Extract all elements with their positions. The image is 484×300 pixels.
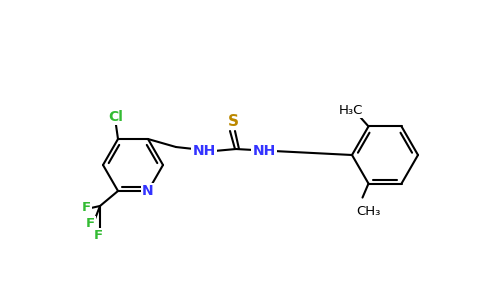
Text: NH: NH	[252, 144, 275, 158]
Text: F: F	[93, 230, 103, 242]
Text: F: F	[81, 202, 91, 214]
Text: NH: NH	[192, 144, 216, 158]
Text: CH₃: CH₃	[356, 205, 381, 218]
Text: S: S	[227, 113, 239, 128]
Text: F: F	[86, 218, 94, 230]
Text: Cl: Cl	[108, 110, 123, 124]
Text: H₃C: H₃C	[338, 104, 363, 117]
Text: N: N	[142, 184, 154, 198]
